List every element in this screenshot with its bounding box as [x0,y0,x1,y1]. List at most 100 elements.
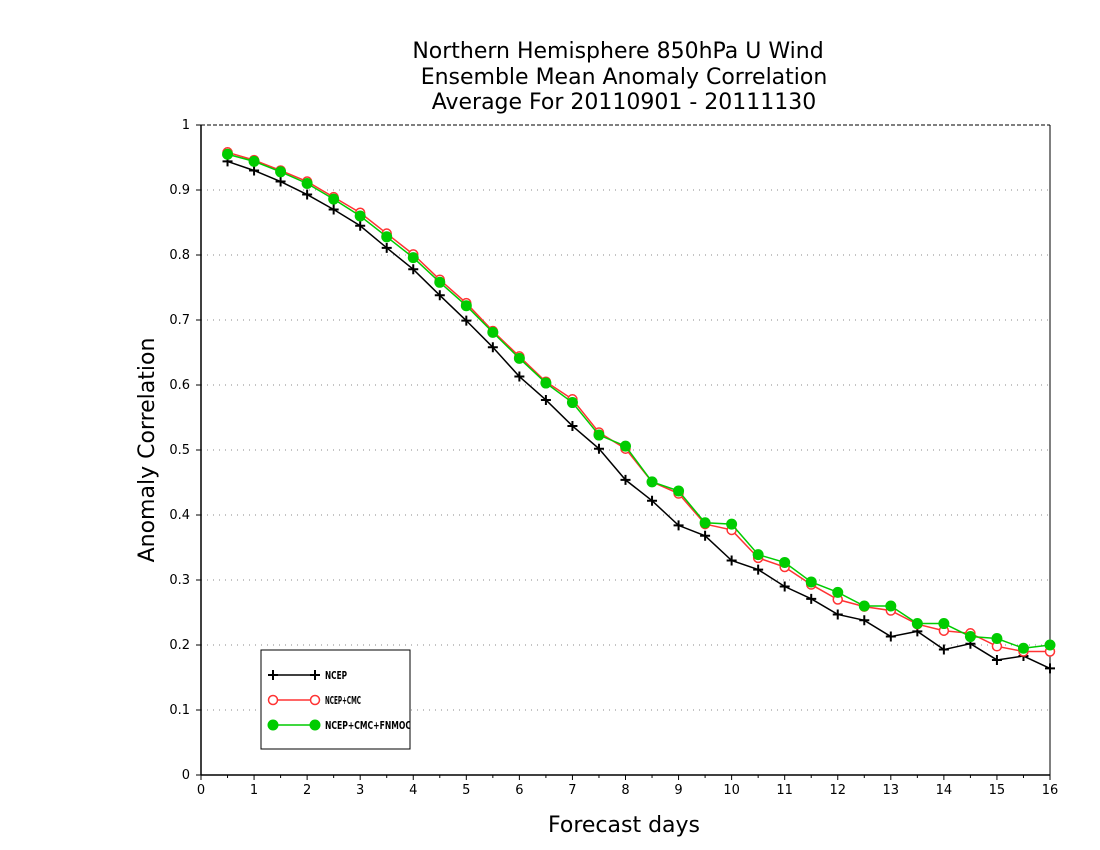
legend-item-2: NCEP+CMC+FNMOC [267,719,411,732]
series-0-point-31 [1045,663,1055,674]
series-0-point-9 [461,315,472,326]
legend-marker-end-2 [309,719,321,731]
x-tick-label-0: 0 [197,783,205,798]
x-tick-label-3: 3 [356,783,364,798]
series-2-point-20 [752,549,764,561]
series-2 [222,148,1056,654]
y-tick-label-4: 0.4 [169,508,190,523]
x-tick-label-1: 1 [250,783,258,798]
legend-marker-end-1 [309,694,321,706]
series-2-point-12 [540,377,552,389]
series-2-point-24 [858,600,870,612]
legend-item-0: NCEP [268,669,347,682]
chart-title: Northern Hemisphere 850hPa U Wind Ensemb… [412,39,827,115]
x-tick-label-6: 6 [515,783,523,798]
series-0-point-11 [514,371,525,382]
series-2-point-3 [301,178,313,189]
legend-marker-end-0 [310,670,320,680]
series-0-point-18 [700,530,711,541]
series-0-point-6 [381,242,392,253]
y-tick-label-7: 0.7 [169,313,190,328]
y-tick-label-9: 0.9 [169,183,190,198]
x-axis-label: Forecast days [548,813,700,838]
x-tick-label-2: 2 [303,783,311,798]
series-0-point-15 [620,474,631,485]
x-tick-label-11: 11 [776,783,793,798]
y-tick-label-10: 1 [182,118,190,133]
series-0-point-1 [249,165,260,176]
x-tick-label-12: 12 [829,783,846,798]
series-2-point-19 [726,518,738,530]
legend-item-1: NCEP+CMC [267,694,361,707]
series-0-point-29 [991,654,1002,665]
series-2-point-31 [1044,639,1056,651]
series-0-point-5 [355,220,366,231]
series-0-point-23 [832,609,843,620]
x-tick-label-14: 14 [936,783,953,798]
series-2-point-27 [938,618,950,630]
legend-marker-start-0 [268,670,278,680]
series-0-point-17 [673,520,684,531]
series-2-point-17 [673,485,685,497]
legend-label-1: NCEP+CMC [325,694,361,707]
x-tick-label-5: 5 [462,783,470,798]
series-2-point-7 [407,252,419,264]
series-2-point-0 [222,148,234,160]
series-2-point-15 [620,440,631,452]
series-2-point-10 [487,326,499,338]
title-line-1: Northern Hemisphere 850hPa U Wind [412,39,823,64]
series-2-point-30 [1017,642,1029,654]
series-0-point-21 [779,581,790,592]
series-1 [222,147,1056,657]
series [222,147,1056,674]
series-0-point-19 [726,555,737,566]
title-line-3: Average For 20110901 - 20111130 [432,90,817,115]
title-line-2: Ensemble Mean Anomaly Correlation [421,65,828,90]
series-0-point-24 [859,615,870,626]
y-tick-label-1: 0.1 [169,703,190,718]
legend-marker-start-2 [267,719,279,731]
series-0-point-13 [567,420,578,431]
series-line-2 [227,153,1051,650]
series-2-point-4 [328,193,340,205]
y-axis-label: Anomaly Correlation [135,338,160,563]
legend-label-0: NCEP [325,669,347,682]
series-2-point-1 [248,155,260,167]
series-2-point-13 [566,397,578,409]
x-tick-label-16: 16 [1042,783,1059,798]
series-0-point-8 [434,290,445,301]
legend-label-2: NCEP+CMC+FNMOC [325,719,411,732]
series-0 [222,156,1055,674]
series-2-point-16 [646,476,658,488]
series-2-point-26 [911,618,923,630]
series-2-point-14 [593,429,605,441]
y-tick-label-0: 0 [182,768,190,783]
series-0-point-25 [885,631,896,642]
series-0-point-2 [275,176,286,187]
series-0-point-14 [593,443,604,454]
x-tick-label-4: 4 [409,783,417,798]
x-tick-label-7: 7 [568,783,576,798]
series-2-point-6 [381,231,393,243]
y-tick-label-2: 0.2 [169,638,190,653]
y-tick-label-3: 0.3 [169,573,190,588]
y-tick-label-5: 0.5 [169,443,190,458]
series-2-point-28 [964,631,976,643]
x-tick-label-15: 15 [989,783,1006,798]
x-tick-label-13: 13 [883,783,900,798]
series-2-point-22 [805,576,817,588]
series-2-point-29 [991,633,1003,644]
series-2-point-8 [434,276,446,288]
series-0-point-7 [408,264,419,275]
series-line-1 [227,151,1050,653]
series-2-point-18 [699,517,711,529]
series-0-point-27 [938,644,949,655]
series-2-point-9 [460,300,472,312]
x-tick-label-8: 8 [621,783,629,798]
series-0-point-10 [487,342,498,353]
legend-marker-start-1 [267,694,279,706]
series-0-point-22 [806,593,817,604]
y-tick-label-6: 0.6 [169,378,190,393]
x-tick-label-9: 9 [674,783,682,798]
